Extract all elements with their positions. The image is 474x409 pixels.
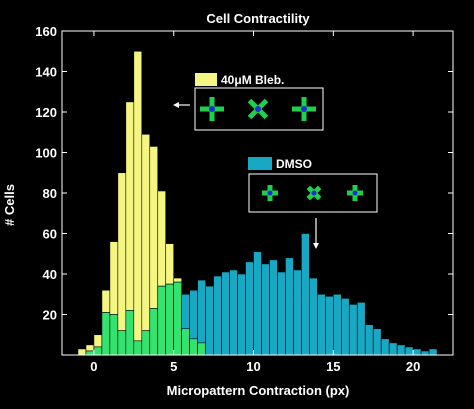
bar-dmso [253,251,262,356]
micropattern-cross-icon [292,97,316,121]
x-tick-label: 0 [90,359,97,374]
bar-dmso [213,275,222,356]
micropattern-cross-icon [200,97,224,121]
micropattern-x-icon [247,98,269,120]
x-tick-label: 20 [406,359,420,374]
bar-dmso [229,269,238,356]
y-tick-label: 120 [35,105,57,120]
y-tick-label: 80 [43,186,57,201]
bar-overlap [149,308,159,356]
bar-dmso [340,297,350,356]
bar-overlap [141,330,151,356]
bar-dmso [285,257,294,356]
bar-overlap [157,285,167,356]
bar-dmso [404,346,414,356]
inset-bleb [194,87,324,131]
bar-dmso [221,271,230,356]
legend-swatch-dmso [248,157,272,170]
x-tick-label: 10 [246,359,260,374]
bars-layer [77,50,438,356]
x-tick-label: 5 [170,359,177,374]
bar-dmso [309,277,318,356]
micropattern-x-icon [306,185,322,201]
y-tick-label: 40 [43,267,57,282]
bar-overlap [93,346,103,356]
bar-dmso [428,348,438,356]
bar-dmso [364,324,374,356]
micropattern-cross-icon [262,185,278,201]
bar-dmso [412,348,422,356]
bar-dmso [333,293,342,356]
bar-dmso [372,328,382,356]
bar-overlap [133,340,143,356]
y-tick-label: 140 [35,65,57,80]
bar-dmso [277,271,286,356]
bar-dmso [388,342,398,356]
bar-overlap [173,281,182,356]
bar-dmso [380,338,390,356]
bar-dmso [396,344,406,356]
y-tick-label: 60 [43,227,57,242]
bar-bleb [133,50,143,356]
bar-overlap [117,330,127,356]
bar-bleb [77,348,87,356]
micropattern-cross-icon [347,185,363,201]
bar-dmso [348,304,358,356]
bar-dmso [317,293,326,356]
x-axis-label: Micropattern Contraction (px) [167,383,350,398]
arrow-bleb [173,102,190,108]
ticks-layer: 0 5 10 15 20 20 40 60 80 100 120 140 160 [35,24,453,374]
inset-dmso [248,173,378,213]
bar-dmso [325,295,334,356]
bar-dmso [293,269,302,356]
x-tick-label: 15 [326,359,340,374]
bar-dmso [205,285,214,356]
bar-dmso [301,233,310,356]
y-axis-label: # Cells [2,184,17,226]
legend-label-dmso: DMSO [276,157,312,171]
bar-overlap [109,314,119,356]
arrow-dmso [313,218,319,249]
bar-overlap [197,342,206,356]
bar-bleb [117,172,127,356]
bar-overlap [85,350,95,356]
bar-dmso [269,259,278,356]
bar-dmso [245,261,254,356]
y-tick-label: 160 [35,24,57,39]
y-tick-label: 20 [43,308,57,323]
bar-dmso [356,302,366,356]
y-tick-label: 100 [35,146,57,161]
bar-dmso [261,263,270,356]
legend-bleb: 40μM Bleb. [195,73,284,87]
legend-label-bleb: 40μM Bleb. [221,73,284,87]
bar-overlap [189,338,198,356]
bar-overlap [181,328,190,356]
bar-dmso [237,273,246,356]
legend-dmso: DMSO [248,157,312,171]
bar-overlap [165,283,175,356]
chart-title: Cell Contractility [206,11,310,26]
bar-overlap [125,310,135,356]
bar-bleb [141,133,151,356]
bar-dmso [420,350,430,356]
bar-overlap [101,312,111,356]
legend-swatch-bleb [195,73,217,86]
